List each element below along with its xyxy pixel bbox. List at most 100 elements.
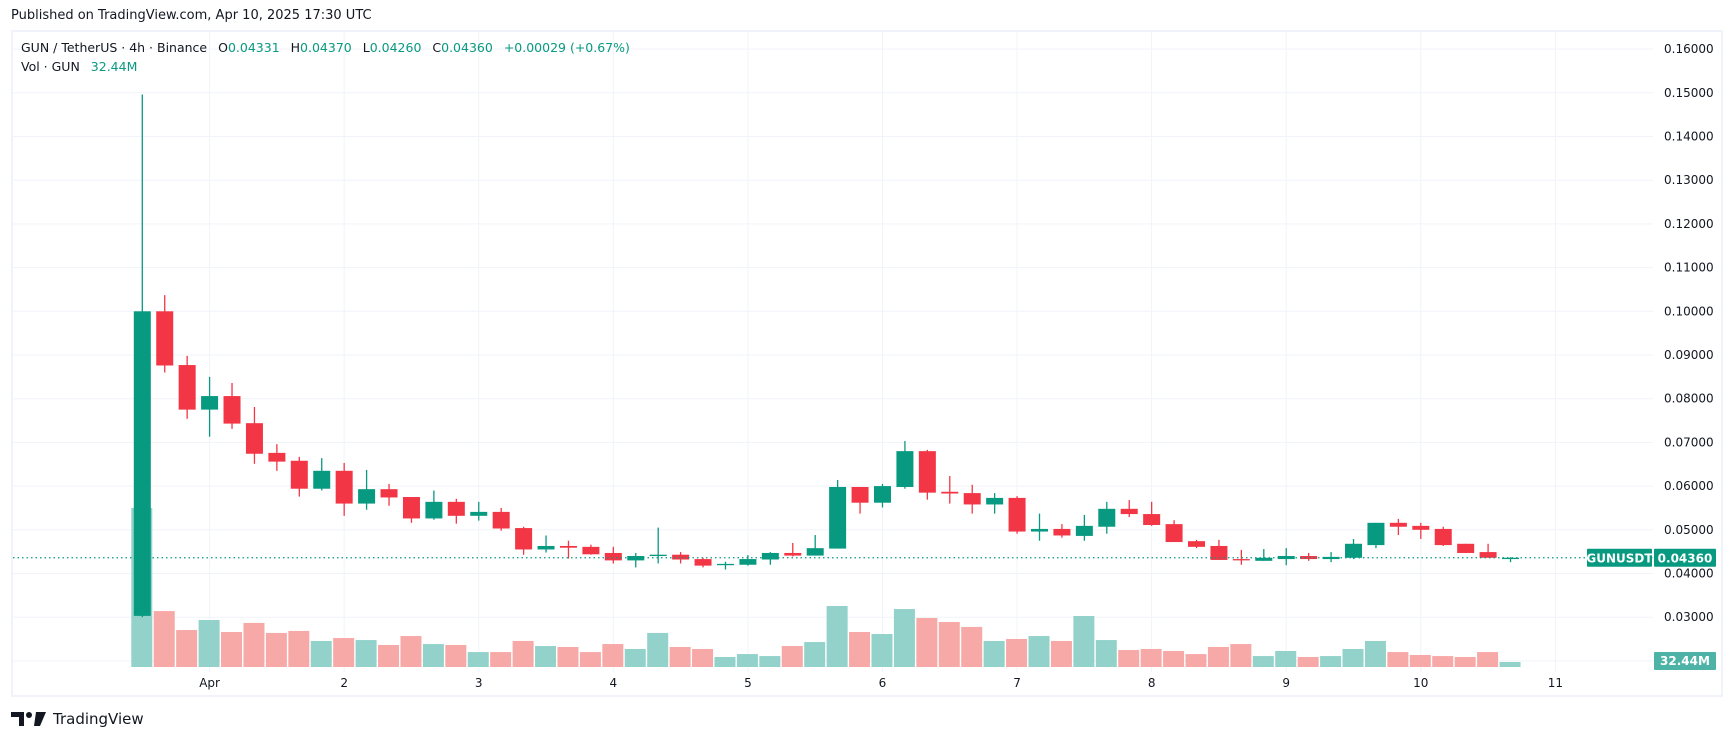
candle-body (402, 497, 420, 519)
price-axis-label: 0.03000 (1664, 610, 1714, 624)
candle-body (447, 501, 465, 516)
candle-body (716, 563, 734, 566)
volume-bar (445, 644, 467, 667)
candle-body (1479, 552, 1497, 558)
volume-bar (1477, 652, 1499, 667)
grid (13, 32, 1653, 672)
volume-bar (378, 644, 400, 667)
volume-bar (265, 632, 287, 667)
legend-volume-row: Vol · GUN 32.44M (21, 57, 630, 76)
candle-body (492, 511, 510, 529)
candle-body (1389, 522, 1407, 527)
volume-bar (804, 642, 826, 667)
published-caption: Published on TradingView.com, Apr 10, 20… (11, 8, 372, 23)
volume-bar (467, 652, 489, 667)
price-axis-label: 0.14000 (1664, 130, 1714, 144)
time-axis-label: 7 (1013, 676, 1021, 690)
volume-bar (1409, 654, 1431, 667)
time-axis-label: 11 (1548, 676, 1563, 690)
volume-bar (893, 609, 915, 667)
time-axis: Apr 2 3 4 5 6 7 8 9 10 11 (199, 676, 1563, 690)
candle-body (986, 497, 1004, 505)
volume-bar (400, 636, 422, 667)
symbol-title[interactable]: GUN / TetherUS · 4h · Binance (21, 40, 208, 55)
candle-body (604, 552, 622, 561)
candle-body (178, 365, 196, 410)
candle-body (335, 470, 353, 504)
volume-value: 32.44M (90, 59, 138, 74)
symbol-tag (1587, 548, 1652, 567)
time-axis-label: 2 (340, 676, 348, 690)
candle-body (313, 470, 331, 489)
change-value: +0.00029 (+0.67%) (503, 40, 630, 55)
candle-body (425, 501, 443, 519)
volume-tag-label: 32.44M (1660, 654, 1710, 668)
candle-body (1300, 556, 1318, 560)
footer: TradingView (11, 710, 144, 728)
volume-bar (736, 654, 758, 667)
legend-ohlc-row: GUN / TetherUS · 4h · Binance O0.04331 H… (21, 38, 630, 57)
volume-bar (557, 646, 579, 667)
volume-bar (1297, 656, 1319, 667)
price-axis-label: 0.15000 (1664, 86, 1714, 100)
volume-bar (647, 632, 669, 667)
candle-body (1434, 528, 1452, 546)
candle-body (380, 489, 398, 498)
candle-body (290, 460, 308, 489)
open-label: O (218, 40, 228, 55)
candle-body (784, 552, 802, 556)
candle-body (1008, 497, 1026, 532)
price-tag (1654, 548, 1716, 567)
candle-body (1412, 525, 1430, 530)
volume-bar (176, 630, 198, 667)
candle-body (1367, 522, 1385, 546)
candle-body (1210, 545, 1228, 560)
candle-body (515, 528, 533, 550)
volume-bar (1342, 648, 1364, 667)
time-axis-label: 5 (744, 676, 752, 690)
volume-bar (602, 644, 624, 667)
candle-body (761, 552, 779, 560)
volume-bar (938, 622, 960, 667)
candle-body (694, 559, 712, 566)
candle-body (268, 452, 286, 462)
time-axis-label: 3 (475, 676, 483, 690)
price-axis-label: 0.12000 (1664, 217, 1714, 231)
volume-bar (221, 632, 243, 667)
candle-body (649, 554, 667, 557)
volume-label[interactable]: Vol · GUN (21, 59, 80, 74)
volume-bar (422, 644, 444, 667)
price-axis-label: 0.09000 (1664, 348, 1714, 362)
time-axis-label: 6 (879, 676, 887, 690)
volume-bar (1073, 615, 1095, 667)
volume-bar (1432, 656, 1454, 667)
candle-body (1277, 556, 1295, 560)
candle-body (1188, 541, 1206, 547)
candle-body (941, 491, 959, 494)
volume-bar (759, 656, 781, 667)
volume-bar (243, 622, 265, 667)
volume-bar (1387, 652, 1409, 667)
volume-bars (131, 507, 1521, 667)
volume-bar (1163, 650, 1185, 667)
tradingview-brand[interactable]: TradingView (53, 710, 144, 728)
volume-bar (692, 648, 714, 667)
price-axis-label: 0.13000 (1664, 173, 1714, 187)
candle-body (1143, 514, 1161, 525)
price-axis-label: 0.07000 (1664, 435, 1714, 449)
candle-body (851, 486, 869, 503)
volume-bar (153, 611, 175, 667)
volume-bar (1095, 640, 1117, 667)
price-axis-label: 0.04000 (1664, 567, 1714, 581)
candle-body (672, 554, 690, 560)
tradingview-logo-icon[interactable] (11, 711, 47, 727)
candle-body (1255, 557, 1273, 561)
low-label: L (362, 40, 370, 55)
volume-bar (916, 618, 938, 667)
volume-bar (1454, 656, 1476, 667)
candle-body (156, 311, 174, 366)
volume-bar (490, 652, 512, 667)
candle-body (245, 423, 263, 454)
close-value: 0.04360 (441, 40, 493, 55)
